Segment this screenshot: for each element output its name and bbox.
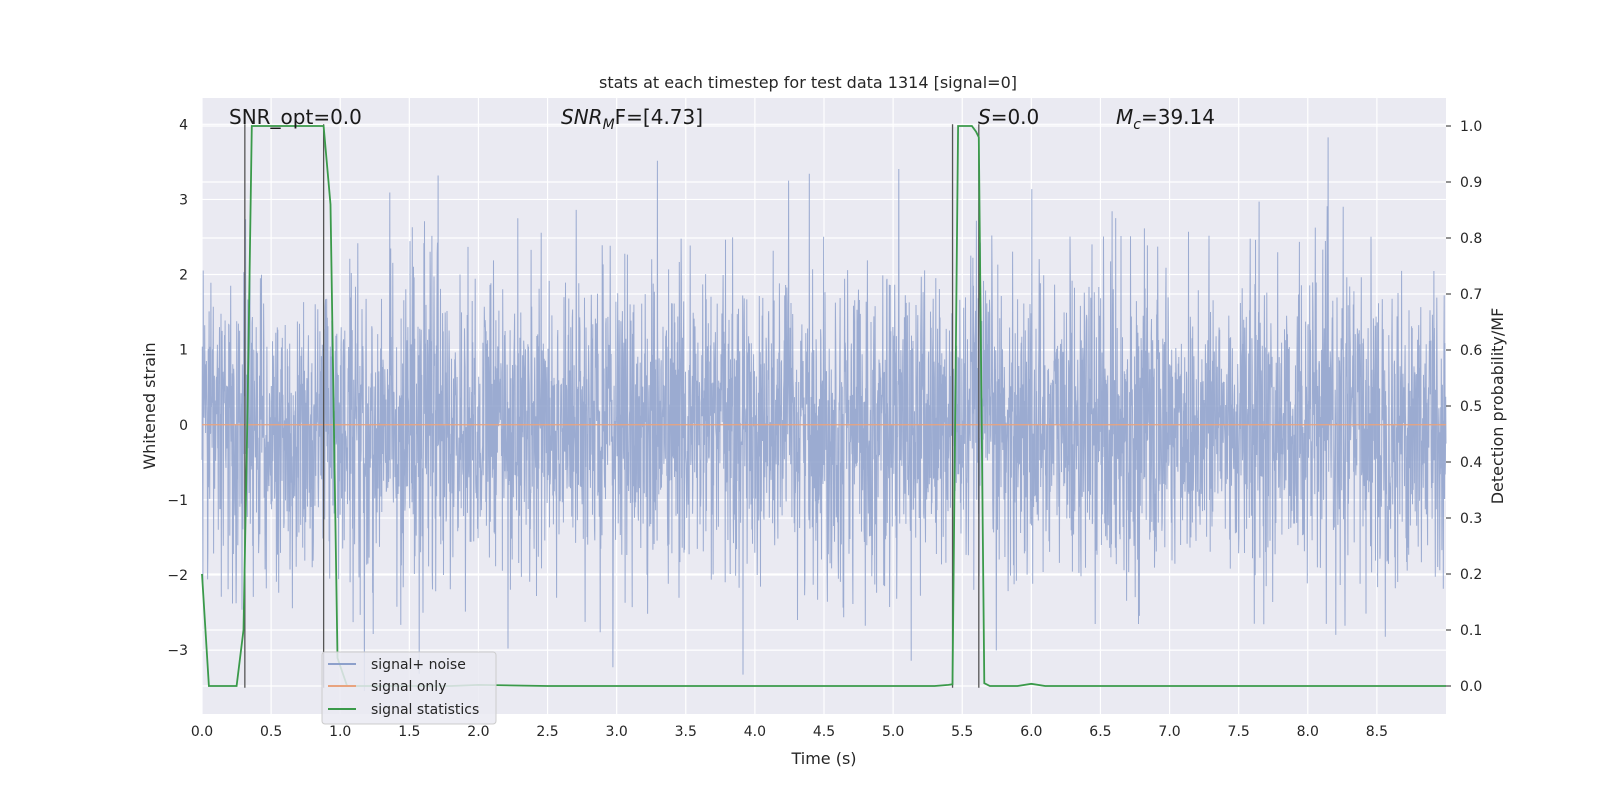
series-signal-noise: [201, 137, 1447, 692]
y-tick-label: 1: [179, 343, 188, 359]
y-tick-label: −2: [167, 568, 188, 584]
y-right-tick-label: 0.8: [1460, 231, 1482, 247]
legend-box: [321, 651, 497, 725]
noise-trace: [201, 137, 1447, 692]
s-symbol: S: [978, 105, 991, 129]
x-tick-label: 5.5: [951, 724, 973, 740]
x-axis-label: Time (s): [790, 749, 856, 768]
annotation-snr-opt: SNR_opt=0.0: [229, 105, 362, 129]
x-ticks: 0.0 0.5 1.0 1.5 2.0 2.5 3.0 3.5 4.0 4.5 5.0 5.5 6.0 6…: [191, 724, 1388, 740]
x-tick-label: 1.5: [398, 724, 420, 740]
x-tick-label: 7.0: [1158, 724, 1180, 740]
x-tick-label: 4.0: [744, 724, 766, 740]
y-tick-label: −3: [167, 643, 188, 659]
y-right-tick-label: 0.4: [1460, 455, 1482, 471]
y-tick-label: 3: [179, 192, 188, 208]
x-tick-label: 0.5: [260, 724, 282, 740]
legend: signal+ noise signal only signal statist…: [321, 651, 497, 725]
mc-subscript: c: [1133, 117, 1141, 133]
x-tick-label: 4.5: [813, 724, 835, 740]
x-tick-label: 5.0: [882, 724, 904, 740]
legend-label-signal-only: signal only: [371, 679, 446, 695]
y-tick-label: 2: [179, 268, 188, 284]
annotation-s: S=0.0: [978, 105, 1039, 129]
y-ticks-right: 1.0 0.9 0.8 0.7 0.6 0.5 0.4 0.3 0.2 0.1 0.0: [1446, 119, 1482, 695]
x-tick-label: 7.5: [1228, 724, 1250, 740]
legend-label-noise: signal+ noise: [371, 657, 466, 673]
y-axis-label-right: Detection probability/MF: [1488, 308, 1507, 505]
annotation-mc: Mc=39.14: [1116, 105, 1215, 133]
y-right-tick-label: 0.7: [1460, 287, 1482, 303]
y-tick-label: 4: [179, 117, 188, 133]
y-ticks-left: 4 3 2 1 0 −1 −2 −3: [167, 117, 188, 659]
snr-mf-subscript: M: [603, 117, 615, 133]
y-right-tick-label: 0.0: [1460, 679, 1482, 695]
y-right-tick-label: 0.6: [1460, 343, 1482, 359]
x-tick-label: 3.5: [675, 724, 697, 740]
y-tick-label: 0: [179, 418, 188, 434]
s-value: =0.0: [991, 105, 1040, 129]
chart-title: stats at each timestep for test data 131…: [599, 73, 1017, 92]
x-tick-label: 6.5: [1089, 724, 1111, 740]
y-right-tick-label: 0.2: [1460, 567, 1482, 583]
x-tick-label: 8.5: [1366, 724, 1388, 740]
snr-mf-symbol: SNR: [561, 105, 603, 129]
x-tick-label: 3.0: [606, 724, 628, 740]
y-right-tick-label: 0.9: [1460, 175, 1482, 191]
annotation-snr-mf: SNRMF=[4.73]: [561, 105, 703, 133]
y-tick-label: −1: [167, 493, 188, 509]
y-axis-label-left: Whitened strain: [140, 342, 159, 469]
legend-label-statistics: signal statistics: [371, 702, 479, 718]
mc-symbol: M: [1116, 105, 1133, 129]
y-right-tick-label: 1.0: [1460, 119, 1482, 135]
x-tick-label: 2.5: [536, 724, 558, 740]
x-tick-label: 8.0: [1297, 724, 1319, 740]
snr-mf-value: F=[4.73]: [615, 105, 703, 129]
y-right-tick-label: 0.5: [1460, 399, 1482, 415]
mc-value: =39.14: [1141, 105, 1215, 129]
x-tick-label: 1.0: [329, 724, 351, 740]
y-right-tick-label: 0.1: [1460, 623, 1482, 639]
x-tick-label: 0.0: [191, 724, 213, 740]
x-tick-label: 2.0: [467, 724, 489, 740]
y-right-tick-label: 0.3: [1460, 511, 1482, 527]
x-tick-label: 6.0: [1020, 724, 1042, 740]
